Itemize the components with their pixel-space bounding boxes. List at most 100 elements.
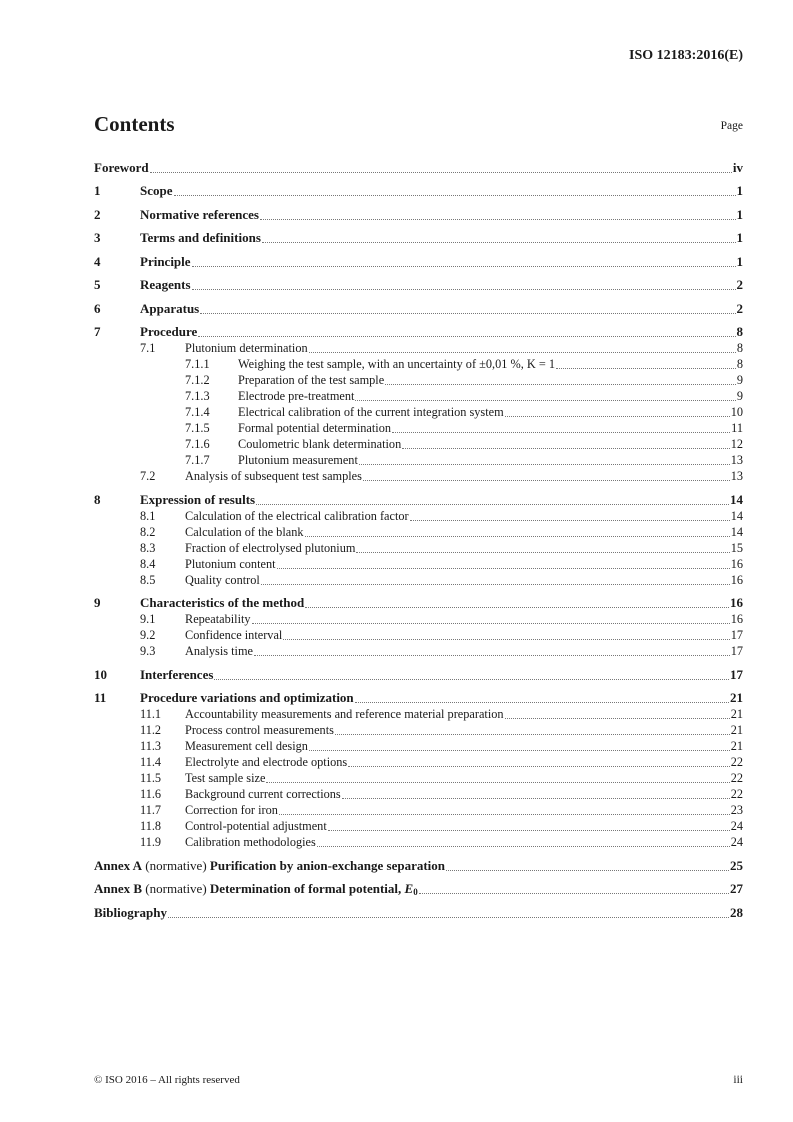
toc-entry[interactable]: 5 Reagents 2: [94, 270, 743, 294]
toc-entry[interactable]: 8 Expression of results 14: [94, 484, 743, 508]
toc-entry[interactable]: 3 Terms and definitions 1: [94, 223, 743, 247]
toc-entry[interactable]: 2 Normative references 1: [94, 199, 743, 223]
page-number: 9: [736, 389, 743, 403]
page-number: 1: [736, 206, 744, 222]
toc-entry[interactable]: 11.2 Process control measurements 21: [94, 722, 743, 738]
dot-leader: [191, 289, 736, 290]
toc-entry[interactable]: 10 Interferences 17: [94, 659, 743, 683]
toc-entry[interactable]: 7.1 Plutonium determination 8: [94, 340, 743, 356]
toc-entry[interactable]: 1 Scope 1: [94, 176, 743, 200]
section-number: 11.5: [140, 771, 162, 785]
annex-name: Annex B: [94, 881, 143, 896]
toc-entry[interactable]: 9.3 Analysis time 17: [94, 643, 743, 659]
toc-entry[interactable]: 7.1.3 Electrode pre-treatment 9: [94, 388, 743, 404]
toc-entry[interactable]: 11.3 Measurement cell design 21: [94, 738, 743, 754]
subscript: 0: [413, 887, 418, 897]
annex-title: Determination of formal potential, E0: [210, 881, 418, 897]
section-number: 9.3: [140, 644, 156, 658]
toc-entry[interactable]: Foreword iv: [94, 152, 743, 176]
dot-leader: [167, 916, 729, 918]
toc-entry[interactable]: 11.1 Accountability measurements and ref…: [94, 706, 743, 722]
section-number: 7.1.3: [185, 389, 210, 403]
toc-entry[interactable]: 7.1.4 Electrical calibration of the curr…: [94, 404, 743, 420]
page-number: 23: [730, 803, 743, 817]
dot-leader: [409, 519, 730, 521]
dot-leader: [200, 312, 736, 314]
page-number: 22: [730, 787, 743, 801]
section-number: 4: [94, 253, 101, 269]
section-title: Analysis time: [185, 644, 253, 658]
toc-entry[interactable]: 11.9 Calibration methodologies 24: [94, 834, 743, 850]
section-number: 7.1.6: [185, 437, 210, 451]
section-number: 1: [94, 183, 101, 198]
section-title: Analysis of subsequent test samples: [185, 469, 362, 483]
toc-entry[interactable]: 8.3 Fraction of electrolysed plutonium 1…: [94, 540, 743, 556]
dot-leader: [305, 607, 729, 608]
toc-annex-entry[interactable]: Annex B (normative) Determination of for…: [94, 874, 743, 897]
section-title: Plutonium determination: [185, 341, 308, 355]
section-number: 11.6: [140, 787, 162, 801]
toc-entry[interactable]: 7 Procedure 8: [94, 317, 743, 341]
dot-leader: [362, 480, 730, 481]
toc-entry[interactable]: 11.7 Correction for iron 23: [94, 802, 743, 818]
section-title: Electrical calibration of the current in…: [238, 405, 504, 419]
toc-entry[interactable]: 7.1.6 Coulometric blank determination 12: [94, 436, 743, 452]
section-title: Coulometric blank determination: [238, 437, 402, 451]
dot-leader: [308, 352, 736, 353]
dot-leader: [327, 830, 730, 831]
section-title: Foreword: [94, 159, 149, 175]
toc-entry[interactable]: 8.4 Plutonium content 16: [94, 556, 743, 572]
section-title: Plutonium measurement: [238, 453, 358, 467]
section-title: Calibration methodologies: [185, 835, 316, 849]
toc-entry[interactable]: 9.1 Repeatability 16: [94, 611, 743, 627]
toc-entry[interactable]: 8.5 Quality control 16: [94, 572, 743, 588]
dot-leader: [308, 750, 730, 751]
toc-entry[interactable]: 8.2 Calculation of the blank 14: [94, 524, 743, 540]
section-title: Expression of results: [140, 491, 256, 507]
toc-entry[interactable]: 9.2 Confidence interval 17: [94, 627, 743, 643]
page-number: 8: [736, 324, 744, 339]
toc-entry[interactable]: 11.5 Test sample size 22: [94, 770, 743, 786]
toc-annex-entry[interactable]: Annex A (normative) Purification by anio…: [94, 850, 743, 874]
toc-entry[interactable]: 7.1.2 Preparation of the test sample 9: [94, 372, 743, 388]
annex-type: (normative): [145, 857, 207, 873]
section-number: 9.1: [140, 612, 156, 626]
page-number: 16: [730, 572, 743, 587]
toc-entry[interactable]: 6 Apparatus 2: [94, 293, 743, 317]
page-title: Contents: [94, 112, 175, 136]
dot-leader: [316, 846, 730, 847]
page-number: 14: [730, 524, 743, 539]
toc-entry[interactable]: 9 Characteristics of the method 16: [94, 588, 743, 612]
section-title: Correction for iron: [185, 803, 278, 817]
toc-entry[interactable]: 7.1.1 Weighing the test sample, with an …: [94, 356, 743, 372]
annex-name: Annex A: [94, 857, 143, 873]
dot-leader: [278, 814, 730, 815]
page-number: 22: [730, 755, 743, 769]
section-title: Fraction of electrolysed plutonium: [185, 540, 356, 555]
toc-entry[interactable]: 11.4 Electrolyte and electrode options 2…: [94, 754, 743, 770]
page-number: 13: [730, 469, 743, 483]
toc-entry[interactable]: 7.1.7 Plutonium measurement 13: [94, 452, 743, 468]
page-number: 16: [730, 556, 743, 571]
toc-entry[interactable]: 11.8 Control-potential adjustment 24: [94, 818, 743, 834]
page-number: 13: [730, 453, 743, 467]
footer-copyright: © ISO 2016 – All rights reserved: [94, 1074, 240, 1086]
dot-leader: [261, 242, 736, 243]
toc-bibliography-entry[interactable]: Bibliography 28: [94, 897, 743, 921]
toc-entry[interactable]: 4 Principle 1: [94, 246, 743, 270]
dot-leader: [356, 551, 730, 553]
toc-entry[interactable]: 11.6 Background current corrections 22: [94, 786, 743, 802]
toc-entry[interactable]: 7.1.5 Formal potential determination 11: [94, 420, 743, 436]
toc-entry[interactable]: 7.2 Analysis of subsequent test samples …: [94, 468, 743, 484]
dot-leader: [251, 623, 730, 624]
page-number: 17: [730, 666, 743, 682]
dot-leader: [149, 171, 732, 173]
section-number: 8.2: [140, 524, 156, 539]
page-number: 14: [730, 491, 743, 507]
page-number: 21: [730, 723, 743, 737]
annex-title-text: Purification by anion-exchange separatio…: [209, 857, 446, 873]
dot-leader: [504, 718, 730, 719]
page-number: 8: [736, 341, 743, 355]
toc-entry[interactable]: 11 Procedure variations and optimization…: [94, 683, 743, 707]
toc-entry[interactable]: 8.1 Calculation of the electrical calibr…: [94, 508, 743, 524]
